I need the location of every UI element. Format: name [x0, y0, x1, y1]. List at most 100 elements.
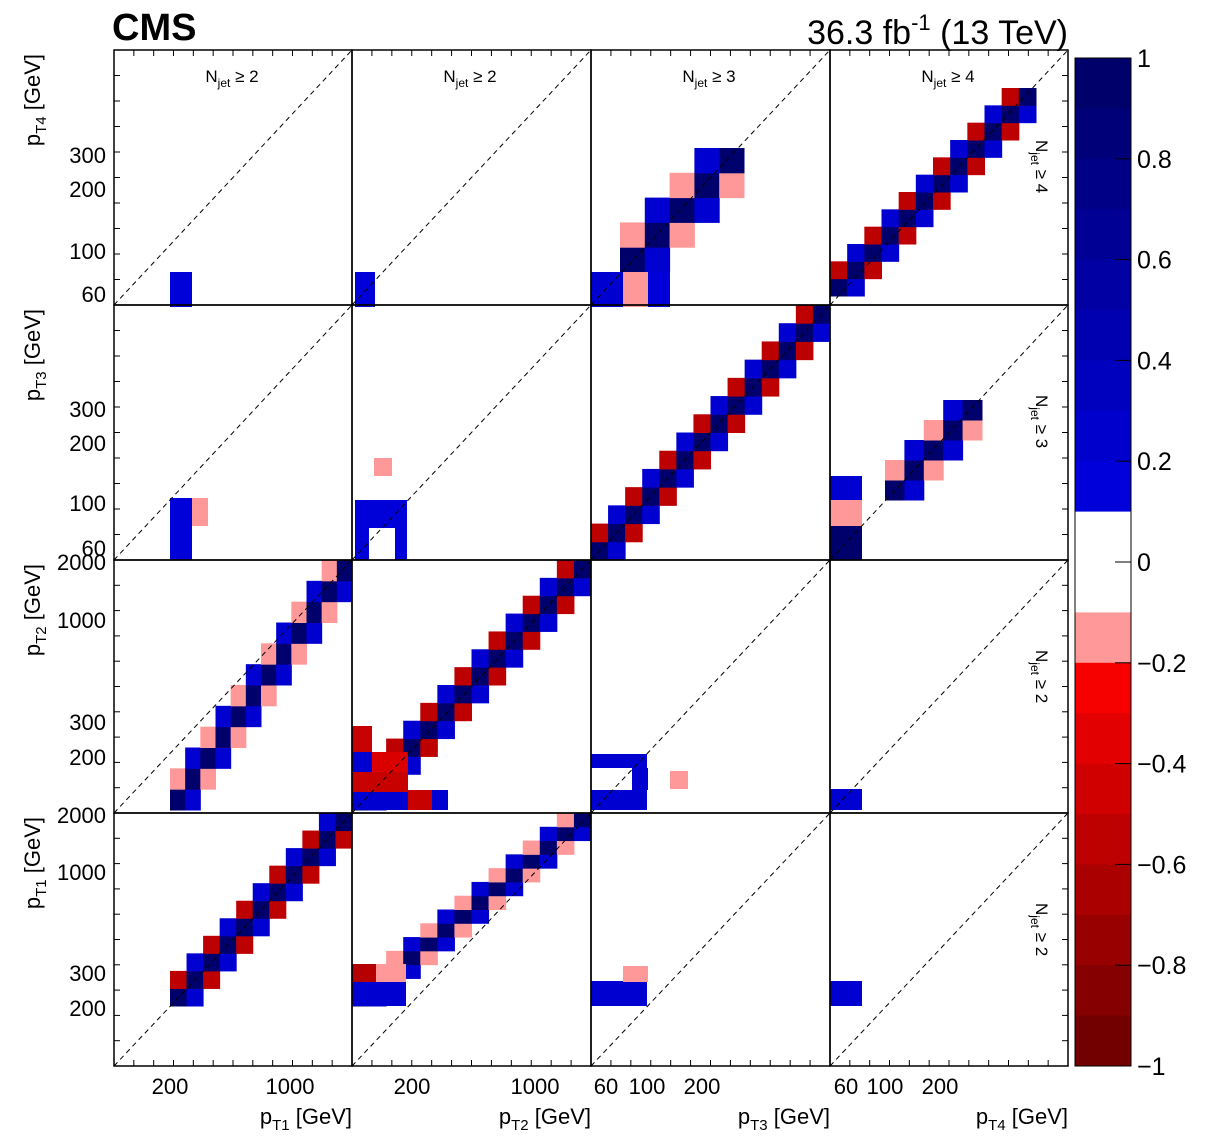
- heatmap-cell: [200, 726, 216, 748]
- colorbar: 1 0.8 0.6 0.4 0.2 0 −0.2 −0.4 −0.6 −0.8 −1: [1074, 45, 1186, 1081]
- heatmap-cell: [352, 982, 406, 1006]
- heatmap-cell: [261, 643, 277, 665]
- heatmap-cell: [943, 420, 964, 441]
- heatmap-cell: [186, 953, 204, 972]
- heatmap-cell: [522, 595, 541, 615]
- njet-cond: ≥ 4: [946, 67, 974, 86]
- heatmap-cell: [252, 918, 270, 937]
- heatmap-cell: [352, 964, 376, 982]
- colorbar-segment: [1075, 310, 1131, 361]
- heatmap-cell: [744, 396, 763, 415]
- y-tick-label: 200: [69, 177, 106, 202]
- heatmap-cell: [556, 840, 575, 855]
- heatmap-cell: [539, 854, 558, 869]
- heatmap-cell: [352, 726, 372, 752]
- colorbar-segment: [1075, 360, 1131, 412]
- y-axis-title-sub: T1: [33, 879, 50, 897]
- heatmap-cell: [923, 420, 944, 441]
- colorbar-tick-label: 0.2: [1137, 448, 1172, 476]
- heatmap-cell: [318, 848, 336, 867]
- heatmap-cell: [488, 649, 507, 668]
- heatmap-cell: [252, 883, 270, 902]
- heatmap-cell: [710, 396, 729, 415]
- row-njet-label: Njet ≥ 2: [1028, 903, 1051, 956]
- heatmap-cell: [1018, 105, 1037, 124]
- y-axis-title: pT1 [GeV]: [20, 817, 50, 909]
- colorbar-segment: [1075, 864, 1131, 916]
- heatmap-cell: [522, 840, 541, 855]
- heatmap-cell: [302, 830, 320, 849]
- heatmap-cell: [376, 964, 406, 982]
- heatmap-cell: [215, 726, 232, 748]
- column-njet-label: Njet ≥ 3: [682, 67, 735, 90]
- heatmap-cell: [795, 323, 814, 342]
- njet-sub: jet: [1028, 914, 1042, 928]
- diagonal-lines: [113, 49, 1069, 1067]
- colorbar-segment: [1075, 763, 1131, 815]
- y-axis-title-sub: T4: [33, 116, 50, 134]
- heatmap-cell: [933, 174, 951, 193]
- heatmap-cell: [215, 747, 232, 769]
- heatmap-cell: [591, 981, 647, 1006]
- heatmap-cell: [591, 523, 609, 543]
- x-tick-label: 1000: [266, 1074, 315, 1099]
- heatmap-cell: [321, 580, 338, 603]
- colorbar-segment: [1075, 259, 1131, 311]
- heatmap-cell: [642, 487, 660, 506]
- heatmap-cell: [670, 771, 688, 789]
- colorbar-tick-label: −0.8: [1137, 952, 1186, 980]
- heatmap-cell: [471, 685, 490, 704]
- heatmap-cell: [669, 197, 695, 223]
- heatmap-cell: [620, 222, 646, 248]
- heatmap-cell: [236, 935, 254, 954]
- diagonal-line: [829, 559, 1069, 814]
- y-tick-label: 300: [69, 961, 106, 986]
- njet-cond: ≥ 2: [1032, 928, 1051, 956]
- heatmap-cell: [778, 341, 797, 361]
- y-tick-label: 60: [82, 282, 106, 307]
- heatmap-cell: [864, 261, 882, 280]
- heatmap-cell: [830, 789, 862, 810]
- heatmap-cell: [539, 595, 558, 615]
- x-tick-label: 200: [152, 1074, 189, 1099]
- x-axis-title-sub: T4: [988, 1117, 1006, 1134]
- heatmap-cell: [943, 400, 964, 421]
- heatmap-cell: [230, 685, 247, 707]
- heatmap-cell: [915, 192, 934, 210]
- heatmap-cell: [285, 883, 303, 902]
- heatmap-cell: [471, 649, 490, 668]
- colorbar-tick-label: 0.6: [1137, 247, 1172, 275]
- diagonal-line: [590, 559, 831, 814]
- heatmap-cell: [1001, 88, 1020, 106]
- diagonal-line: [590, 812, 831, 1067]
- heatmap-cell: [170, 789, 186, 811]
- heatmap-cell: [236, 900, 254, 919]
- heatmap-cell: [454, 685, 472, 704]
- heatmap-cell: [488, 667, 507, 686]
- heatmap-cell: [608, 541, 626, 561]
- heatmap-cell: [881, 226, 900, 245]
- heatmap-cell: [420, 738, 438, 757]
- x-axis-title: pT1 [GeV]: [260, 1104, 352, 1134]
- row-njet-label: Njet ≥ 4: [1028, 140, 1051, 193]
- heatmap-cell: [203, 970, 221, 989]
- column-njet-label: Njet ≥ 2: [443, 67, 496, 90]
- y-tick-label: 2000: [57, 550, 106, 575]
- heatmap-cell: [830, 261, 848, 280]
- x-tick-label: 1000: [511, 1074, 560, 1099]
- colorbar-segment: [1075, 662, 1131, 714]
- heatmap-cell: [454, 702, 472, 722]
- heatmap-cell: [302, 865, 320, 884]
- y-axis-title-main: p: [20, 389, 45, 401]
- heatmap-cell: [795, 341, 814, 361]
- heatmap-cell: [1001, 122, 1020, 141]
- heatmap-cell: [261, 685, 277, 707]
- y-tick-label: 1000: [57, 608, 106, 633]
- x-tick-label: 60: [594, 1074, 618, 1099]
- heatmap-cell: [984, 140, 1003, 158]
- heatmap-cell: [898, 192, 917, 210]
- y-axis-title-unit: [GeV]: [20, 309, 45, 371]
- diagonal-line: [829, 49, 1069, 306]
- x-axis-title-unit: [GeV]: [529, 1104, 591, 1129]
